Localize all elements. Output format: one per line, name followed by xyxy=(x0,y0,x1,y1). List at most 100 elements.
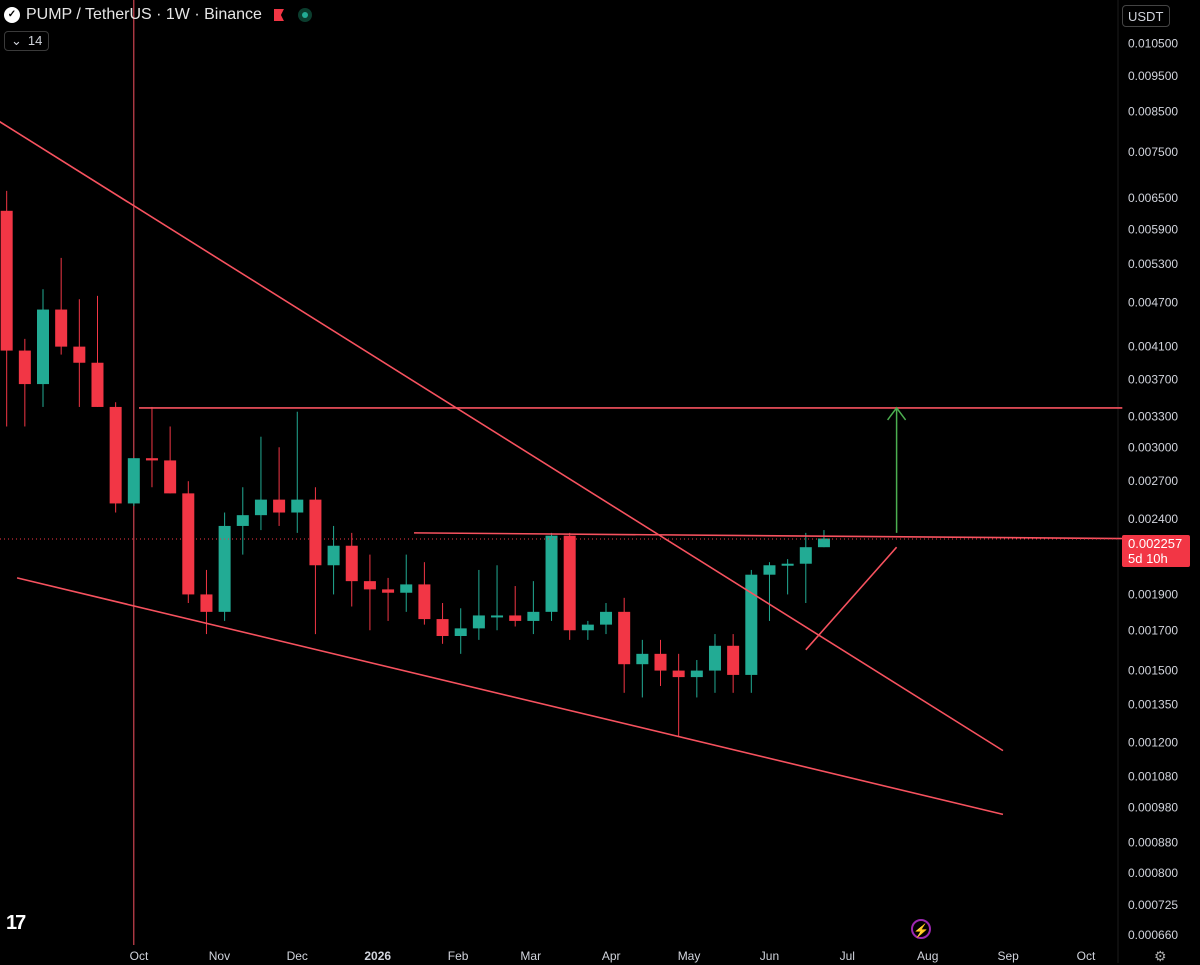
x-tick-label: Mar xyxy=(520,949,541,963)
x-tick-label: Aug xyxy=(917,949,938,963)
y-tick-label: 0.009500 xyxy=(1128,69,1178,83)
y-tick-label: 0.003700 xyxy=(1128,373,1178,387)
candle-body xyxy=(327,545,340,566)
symbol-icon: ✓ xyxy=(4,7,20,23)
x-tick-label: Apr xyxy=(602,949,621,963)
candle-body xyxy=(763,565,776,575)
y-tick-label: 0.004100 xyxy=(1128,340,1178,354)
x-tick-label: Oct xyxy=(130,949,149,963)
y-tick-label: 0.001080 xyxy=(1128,769,1178,783)
y-tick-label: 0.006500 xyxy=(1128,191,1178,205)
y-tick-label: 0.001900 xyxy=(1128,587,1178,601)
x-tick-label: Nov xyxy=(209,949,230,963)
candle-body xyxy=(817,538,830,548)
candle-body xyxy=(690,670,703,678)
x-tick-label: Feb xyxy=(448,949,469,963)
candle-body xyxy=(164,460,177,494)
candle-body xyxy=(400,584,413,593)
candle-body xyxy=(182,493,195,595)
y-tick-label: 0.000800 xyxy=(1128,866,1178,880)
candle-body xyxy=(37,309,50,385)
candle-body xyxy=(18,350,31,385)
last-price-value: 0.002257 xyxy=(1128,536,1183,551)
y-tick-label: 0.000880 xyxy=(1128,835,1178,849)
chevron-down-icon[interactable]: ⌄ xyxy=(11,33,22,48)
y-tick-label: 0.005900 xyxy=(1128,222,1178,236)
x-tick-label: Dec xyxy=(287,949,308,963)
tradingview-logo[interactable]: 17 xyxy=(6,912,26,934)
candle-body xyxy=(581,624,594,631)
candle-body xyxy=(91,362,104,407)
candle-body xyxy=(436,619,449,636)
candle-body xyxy=(618,611,631,665)
candle-body xyxy=(73,346,86,363)
candle-body xyxy=(345,545,358,582)
candle-body xyxy=(672,670,685,678)
chart-title[interactable]: PUMP / TetherUS · 1W · Binance xyxy=(26,6,262,23)
candle-body xyxy=(545,535,558,612)
candle-body xyxy=(273,499,286,513)
y-tick-label: 0.002400 xyxy=(1128,512,1178,526)
candle-body xyxy=(563,535,576,631)
y-tick-label: 0.007500 xyxy=(1128,145,1178,159)
candle-body xyxy=(727,645,740,675)
candle-body xyxy=(799,547,812,564)
candle-body xyxy=(781,563,794,566)
candle-body xyxy=(654,653,667,671)
candle-body xyxy=(291,499,304,513)
y-tick-label: 0.005300 xyxy=(1128,257,1178,271)
y-tick-label: 0.001500 xyxy=(1128,664,1178,678)
candle-body xyxy=(218,525,231,612)
candle-body xyxy=(254,499,267,516)
gear-icon[interactable]: ⚙ xyxy=(1154,948,1167,964)
candle-body xyxy=(127,458,140,504)
candle-body xyxy=(745,574,758,675)
y-tick-label: 0.000660 xyxy=(1128,928,1178,942)
candle-body xyxy=(600,611,613,625)
candle-body xyxy=(0,210,13,351)
x-tick-label: May xyxy=(678,949,701,963)
y-tick-label: 0.010500 xyxy=(1128,37,1178,51)
candle-body xyxy=(145,458,158,461)
breakout-line xyxy=(414,532,1123,540)
x-tick-label: 2026 xyxy=(364,949,391,963)
candle-body xyxy=(708,645,721,671)
currency-label: USDT xyxy=(1128,9,1164,24)
market-status-icon[interactable] xyxy=(297,8,312,22)
candle-body xyxy=(418,584,431,620)
y-tick-label: 0.000980 xyxy=(1128,801,1178,815)
candle-body xyxy=(491,615,504,618)
candle-body xyxy=(200,594,213,612)
last-price-badge: 0.002257 5d 10h xyxy=(1122,535,1190,567)
chart-header: ✓ PUMP / TetherUS · 1W · Binance xyxy=(4,6,312,24)
x-tick-label: Jun xyxy=(760,949,779,963)
candle-body xyxy=(472,615,485,629)
candle-body xyxy=(236,515,249,526)
candle-body xyxy=(454,628,467,636)
rising-support-line xyxy=(805,546,898,651)
y-tick-label: 0.001350 xyxy=(1128,698,1178,712)
currency-select[interactable]: USDT xyxy=(1122,5,1170,27)
x-tick-label: Sep xyxy=(997,949,1019,963)
candle-body xyxy=(363,581,376,590)
y-tick-label: 0.002700 xyxy=(1128,474,1178,488)
candle-body xyxy=(109,406,122,504)
lower-trendline xyxy=(16,577,1004,816)
countdown-label: 5d 10h xyxy=(1128,551,1168,566)
flag-icon[interactable] xyxy=(273,9,284,21)
indicator-legend[interactable]: ⌄ 14 xyxy=(4,31,50,51)
candle-body xyxy=(509,615,522,621)
bolt-icon[interactable]: ⚡ xyxy=(911,919,931,939)
candle-body xyxy=(382,589,395,593)
x-tick-label: Jul xyxy=(840,949,855,963)
candle-body xyxy=(636,653,649,665)
y-tick-label: 0.000725 xyxy=(1128,898,1178,912)
candle-body xyxy=(309,499,322,566)
y-tick-label: 0.004700 xyxy=(1128,296,1178,310)
y-tick-label: 0.001200 xyxy=(1128,735,1178,749)
candle-body xyxy=(55,309,68,347)
indicator-value: 14 xyxy=(27,33,43,48)
y-tick-label: 0.008500 xyxy=(1128,105,1178,119)
y-tick-label: 0.003300 xyxy=(1128,410,1178,424)
